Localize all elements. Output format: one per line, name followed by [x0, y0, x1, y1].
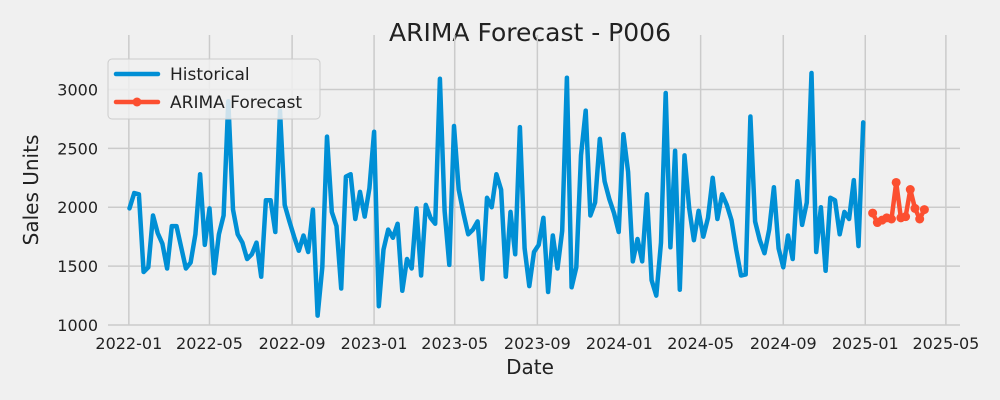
- y-tick-label: 1000: [57, 316, 98, 335]
- forecast-point: [905, 185, 915, 195]
- forecast-point: [915, 214, 925, 224]
- x-tick-label: 2022-01: [95, 334, 162, 353]
- y-tick-label: 1500: [57, 257, 98, 276]
- x-tick-label: 2025-05: [912, 334, 979, 353]
- y-tick-label: 2500: [57, 139, 98, 158]
- x-axis-ticks: 2022-01 2022-05 2022-09 2023-01 2023-05 2023-…: [95, 334, 979, 353]
- forecast-point: [886, 214, 896, 224]
- historical-series-line: [127, 70, 866, 318]
- x-tick-label: 2023-01: [341, 334, 408, 353]
- forecast-point: [901, 212, 911, 222]
- y-axis-ticks: 1000 1500 2000 2500 3000: [57, 80, 98, 335]
- legend-forecast-marker: [132, 97, 142, 107]
- x-axis-label: Date: [506, 355, 554, 379]
- legend-historical-label: Historical: [170, 65, 250, 85]
- forecast-point: [868, 208, 878, 218]
- x-tick-label: 2025-01: [832, 334, 899, 353]
- y-tick-label: 2000: [57, 198, 98, 217]
- x-tick-label: 2023-05: [421, 334, 488, 353]
- forecast-point: [919, 205, 929, 215]
- series-layer: [127, 70, 929, 318]
- x-tick-label: 2023-09: [504, 334, 571, 353]
- legend-box: [107, 58, 321, 120]
- legend: Historical ARIMA Forecast: [107, 58, 321, 120]
- x-tick-label: 2024-05: [667, 334, 734, 353]
- y-axis-label: Sales Units: [19, 135, 43, 246]
- x-tick-label: 2024-09: [750, 334, 817, 353]
- forecast-point: [910, 203, 920, 213]
- x-tick-label: 2022-05: [176, 334, 243, 353]
- y-tick-label: 3000: [57, 80, 98, 99]
- forecast-point: [891, 177, 901, 187]
- chart-title: ARIMA Forecast - P006: [389, 18, 671, 47]
- x-tick-label: 2022-09: [259, 334, 326, 353]
- x-tick-label: 2024-01: [586, 334, 653, 353]
- legend-forecast-label: ARIMA Forecast: [170, 93, 302, 113]
